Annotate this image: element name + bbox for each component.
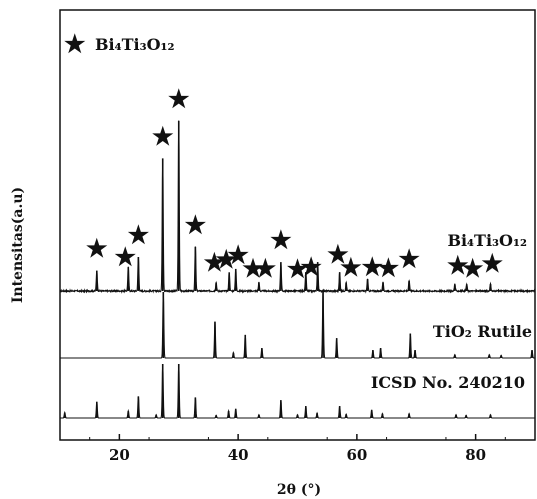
peak-star-marker: ★	[327, 239, 349, 268]
peak-star-marker: ★	[115, 242, 137, 271]
legend-label: Bi₄Ti₃O₁₂	[95, 35, 175, 54]
peak-star-marker: ★	[168, 84, 190, 113]
x-tick-label: 60	[346, 446, 367, 464]
peak-star-marker: ★	[398, 244, 420, 273]
peak-star-marker: ★	[152, 121, 174, 150]
peak-star-marker: ★	[481, 249, 503, 278]
peak-star-marker: ★	[447, 251, 469, 280]
x-tick-label: 20	[109, 446, 130, 464]
peak-star-marker: ★	[340, 253, 362, 282]
peak-star-marker: ★	[270, 225, 292, 254]
peak-star-marker: ★	[86, 234, 108, 263]
legend-star-marker: ★	[64, 29, 86, 58]
peak-star-marker: ★	[128, 220, 150, 249]
peak-star-marker: ★	[185, 210, 207, 239]
peak-star-marker: ★	[300, 252, 322, 281]
x-axis-title: 2θ (°)	[277, 482, 321, 498]
y-axis-title: Intensitas(a.u)	[10, 187, 26, 303]
x-tick-label: 40	[228, 446, 249, 464]
series-label-bi4ti3o12: Bi₄Ti₃O₁₂	[447, 231, 527, 250]
peak-star-marker: ★	[255, 254, 277, 283]
peak-star-marker: ★	[227, 240, 249, 269]
x-tick-label: 80	[465, 446, 486, 464]
series-line-1	[60, 291, 535, 359]
peak-star-marker: ★	[378, 253, 400, 282]
legend: ★ Bi₄Ti₃O₁₂	[64, 29, 175, 58]
peak-star-marker: ★	[215, 245, 237, 274]
peak-star-marker: ★	[462, 254, 484, 283]
series-label-icsd: ICSD No. 240210	[371, 373, 525, 392]
peak-star-marker: ★	[362, 252, 384, 281]
peak-star-marker: ★	[287, 254, 309, 283]
peak-star-marker: ★	[204, 247, 226, 276]
peak-star-marker: ★	[242, 253, 264, 282]
series-label-tio2-rutile: TiO₂ Rutile	[433, 322, 532, 341]
plot-frame	[59, 9, 536, 441]
